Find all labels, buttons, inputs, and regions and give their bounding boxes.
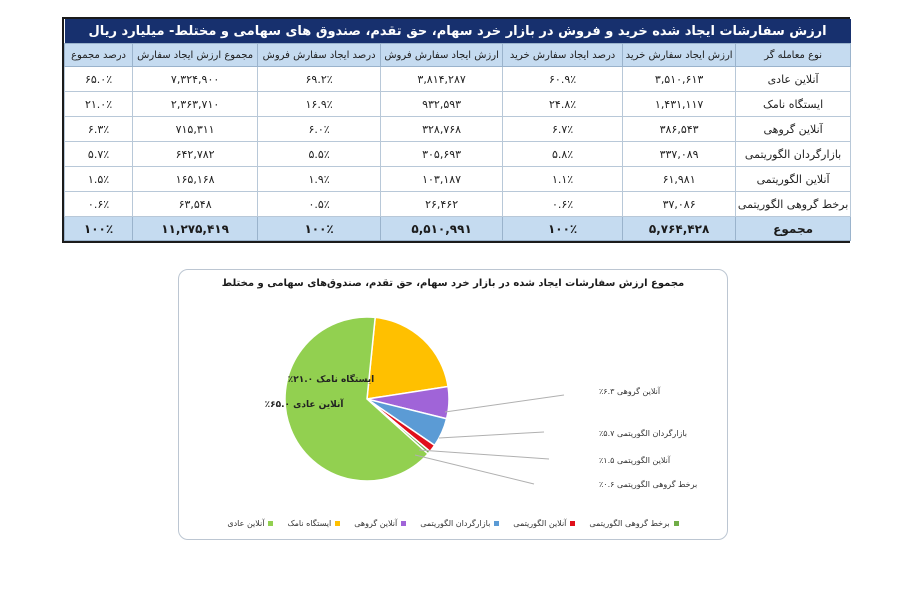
legend-label: ایستگاه نامک <box>287 519 332 528</box>
cell-sell-percent: ۱.۹٪ <box>257 166 382 192</box>
cell-buy-value: ۶۱,۹۸۱ <box>622 166 737 192</box>
cell-total-percent: ۵.۷٪ <box>63 141 134 167</box>
table-row: آنلاین گروهی ۳۸۶,۵۴۳ ۶.۷٪ ۳۲۸,۷۶۸ ۶.۰٪ ۷… <box>63 116 852 142</box>
total-buy-value: ۵,۷۶۴,۴۲۸ <box>622 216 737 241</box>
pie-chart: ایستگاه نامک ۲۱.۰٪ آنلاین عادی ۶۵.۰٪ آنل… <box>265 316 697 489</box>
table-row: برخط گروهی الگوریتمی ۳۷,۰۸۶ ۰.۶٪ ۲۶,۴۶۲ … <box>63 191 852 217</box>
label-online-group: آنلاین گروهی ۶.۳٪ <box>599 386 661 396</box>
label-group-algo: برخط گروهی الگوریتمی ۰.۶٪ <box>599 479 697 489</box>
legend-label: آنلاین عادی <box>227 519 265 528</box>
cell-buy-value: ۳۳۷,۰۸۹ <box>622 141 737 167</box>
legend-item: ایستگاه نامک <box>287 519 341 528</box>
cell-sell-percent: ۵.۵٪ <box>257 141 382 167</box>
cell-sell-percent: ۶.۰٪ <box>257 116 382 142</box>
leader-lines <box>414 394 565 485</box>
total-label: مجموع <box>735 216 852 241</box>
pie-slices <box>284 316 450 482</box>
legend-label: آنلاین الگوریتمی <box>513 519 567 528</box>
cell-total-percent: ۶۵.۰٪ <box>63 66 134 92</box>
table-title: ارزش سفارشات ایجاد شده خرید و فروش در با… <box>64 19 851 44</box>
cell-total-value: ۷۱۵,۳۱۱ <box>132 116 259 142</box>
total-buy-percent: ۱۰۰٪ <box>502 216 624 241</box>
total-value: ۱۱,۲۷۵,۴۱۹ <box>132 216 259 241</box>
cell-total-value: ۱۶۵,۱۶۸ <box>132 166 259 192</box>
legend-label: آنلاین گروهی <box>354 519 398 528</box>
orders-value-table: ارزش سفارشات ایجاد شده خرید و فروش در با… <box>63 19 852 241</box>
cell-sell-value: ۳۲۸,۷۶۸ <box>380 116 504 142</box>
cell-trader-type: بازارگردان الگوریتمی <box>735 141 852 167</box>
label-online-algo: آنلاین الگوریتمی ۱.۵٪ <box>599 455 671 465</box>
legend-item: برخط گروهی الگوریتمی <box>589 519 679 528</box>
table-total-row: مجموع ۵,۷۶۴,۴۲۸ ۱۰۰٪ ۵,۵۱۰,۹۹۱ ۱۰۰٪ ۱۱,۲… <box>63 216 852 241</box>
cell-buy-percent: ۶.۷٪ <box>502 116 624 142</box>
legend-item: آنلاین عادی <box>227 519 274 528</box>
cell-total-value: ۷,۳۲۴,۹۰۰ <box>132 66 259 92</box>
cell-sell-value: ۱۰۳,۱۸۷ <box>380 166 504 192</box>
cell-trader-type: ایستگاه نامک <box>735 91 852 117</box>
cell-buy-percent: ۰.۶٪ <box>502 191 624 217</box>
cell-sell-value: ۹۳۲,۵۹۳ <box>380 91 504 117</box>
cell-total-value: ۲,۳۶۳,۷۱۰ <box>132 91 259 117</box>
table-row: آنلاین الگوریتمی ۶۱,۹۸۱ ۱.۱٪ ۱۰۳,۱۸۷ ۱.۹… <box>63 166 852 192</box>
label-online-adi: آنلاین عادی ۶۵.۰٪ <box>265 398 345 410</box>
cell-total-percent: ۰.۶٪ <box>63 191 134 217</box>
total-sell-percent: ۱۰۰٪ <box>257 216 382 241</box>
cell-sell-percent: ۰.۵٪ <box>257 191 382 217</box>
orders-table-container: ارزش سفارشات ایجاد شده خرید و فروش در با… <box>62 17 852 243</box>
cell-buy-value: ۳۷,۰۸۶ <box>622 191 737 217</box>
cell-buy-percent: ۲۴.۸٪ <box>502 91 624 117</box>
pie-slice <box>284 316 430 482</box>
cell-buy-percent: ۵.۸٪ <box>502 141 624 167</box>
legend-label: برخط گروهی الگوریتمی <box>589 519 670 528</box>
col-header-sell-value: ارزش ایجاد سفارش فروش <box>380 43 504 67</box>
legend-item: بازارگردان الگوریتمی <box>420 519 500 528</box>
legend-swatch-icon <box>673 521 679 526</box>
legend-swatch-icon <box>570 521 576 526</box>
cell-sell-value: ۲۶,۴۶۲ <box>380 191 504 217</box>
col-header-total-percent: درصد مجموع <box>63 43 134 67</box>
cell-buy-percent: ۱.۱٪ <box>502 166 624 192</box>
col-header-buy-value: ارزش ایجاد سفارش خرید <box>622 43 737 67</box>
col-header-sell-percent: درصد ایجاد سفارش فروش <box>257 43 382 67</box>
col-header-buy-percent: درصد ایجاد سفارش خرید <box>502 43 624 67</box>
legend-swatch-icon <box>494 521 500 526</box>
cell-sell-value: ۳۰۵,۶۹۳ <box>380 141 504 167</box>
table-row: بازارگردان الگوریتمی ۳۳۷,۰۸۹ ۵.۸٪ ۳۰۵,۶۹… <box>63 141 852 167</box>
col-header-total-value: مجموع ارزش ایجاد سفارش <box>132 43 259 67</box>
cell-sell-value: ۳,۸۱۴,۲۸۷ <box>380 66 504 92</box>
cell-total-percent: ۱.۵٪ <box>63 166 134 192</box>
legend-swatch-icon <box>335 521 341 526</box>
legend-item: آنلاین گروهی <box>354 519 407 528</box>
pie-slice <box>366 316 449 400</box>
legend-swatch-icon <box>401 521 407 526</box>
label-market-maker-algo: بازارگردان الگوریتمی ۵.۷٪ <box>599 428 687 438</box>
cell-buy-value: ۳,۵۱۰,۶۱۳ <box>622 66 737 92</box>
total-sell-value: ۵,۵۱۰,۹۹۱ <box>380 216 504 241</box>
cell-buy-percent: ۶۰.۹٪ <box>502 66 624 92</box>
legend-item: آنلاین الگوریتمی <box>513 519 576 528</box>
chart-legend: برخط گروهی الگوریتمی آنلاین الگوریتمی با… <box>179 519 727 528</box>
cell-buy-value: ۳۸۶,۵۴۳ <box>622 116 737 142</box>
col-header-trader-type: نوع معامله گر <box>735 43 852 67</box>
cell-total-value: ۶۳,۵۴۸ <box>132 191 259 217</box>
chart-title: مجموع ارزش سفارشات ایجاد شده در بازار خر… <box>221 278 685 289</box>
cell-trader-type: آنلاین عادی <box>735 66 852 92</box>
cell-sell-percent: ۶۹.۲٪ <box>257 66 382 92</box>
cell-total-percent: ۲۱.۰٪ <box>63 91 134 117</box>
label-ayestgah-namak: ایستگاه نامک ۲۱.۰٪ <box>288 373 374 385</box>
legend-label: بازارگردان الگوریتمی <box>420 519 491 528</box>
cell-total-value: ۶۴۲,۷۸۲ <box>132 141 259 167</box>
table-row: ایستگاه نامک ۱,۴۳۱,۱۱۷ ۲۴.۸٪ ۹۳۲,۵۹۳ ۱۶.… <box>63 91 852 117</box>
cell-trader-type: آنلاین الگوریتمی <box>735 166 852 192</box>
cell-buy-value: ۱,۴۳۱,۱۱۷ <box>622 91 737 117</box>
cell-sell-percent: ۱۶.۹٪ <box>257 91 382 117</box>
table-header-row: نوع معامله گر ارزش ایجاد سفارش خرید درصد… <box>63 43 852 67</box>
cell-trader-type: برخط گروهی الگوریتمی <box>735 191 852 217</box>
cell-trader-type: آنلاین گروهی <box>735 116 852 142</box>
total-percent: ۱۰۰٪ <box>63 216 134 241</box>
legend-swatch-icon <box>268 521 274 526</box>
cell-total-percent: ۶.۳٪ <box>63 116 134 142</box>
pie-chart-panel: مجموع ارزش سفارشات ایجاد شده در بازار خر… <box>178 269 728 540</box>
table-row: آنلاین عادی ۳,۵۱۰,۶۱۳ ۶۰.۹٪ ۳,۸۱۴,۲۸۷ ۶۹… <box>63 66 852 92</box>
